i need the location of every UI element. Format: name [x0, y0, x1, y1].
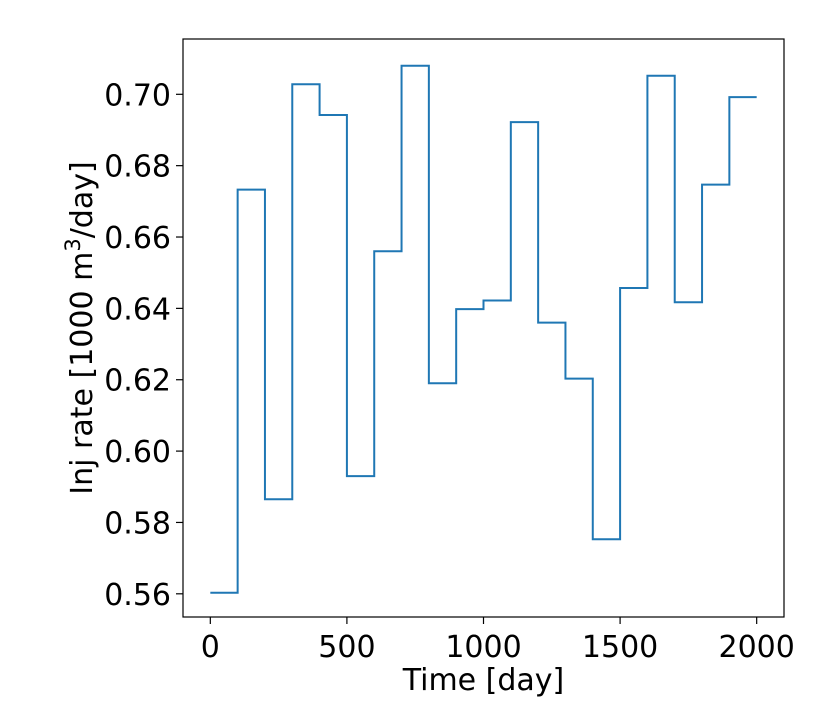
y-tick-label: 0.64 [104, 292, 171, 327]
series-line [210, 64, 757, 594]
x-tick-label: 1000 [445, 630, 521, 665]
x-tick-label: 500 [318, 630, 375, 665]
y-tick-label: 0.58 [104, 506, 171, 541]
y-tick-label: 0.56 [104, 578, 171, 613]
y-axis-label: Inj rate [1000 m3/day] [61, 161, 100, 494]
series-layer [210, 64, 757, 594]
y-tick-label: 0.70 [104, 78, 171, 113]
x-tick-label: 1500 [582, 630, 658, 665]
plot-area [182, 38, 785, 618]
x-axis-label: Time [day] [402, 663, 565, 698]
y-axis-ticks: 0.56 0.58 0.60 0.62 0.64 0.66 0.68 0.70 [104, 78, 183, 613]
y-tick-label: 0.66 [104, 221, 171, 256]
y-tick-label: 0.60 [104, 435, 171, 470]
y-tick-label: 0.62 [104, 364, 171, 399]
x-tick-label: 0 [201, 630, 220, 665]
x-axis-ticks: 0 500 1000 1500 2000 [201, 617, 795, 665]
x-tick-label: 2000 [719, 630, 795, 665]
y-tick-label: 0.68 [104, 150, 171, 185]
